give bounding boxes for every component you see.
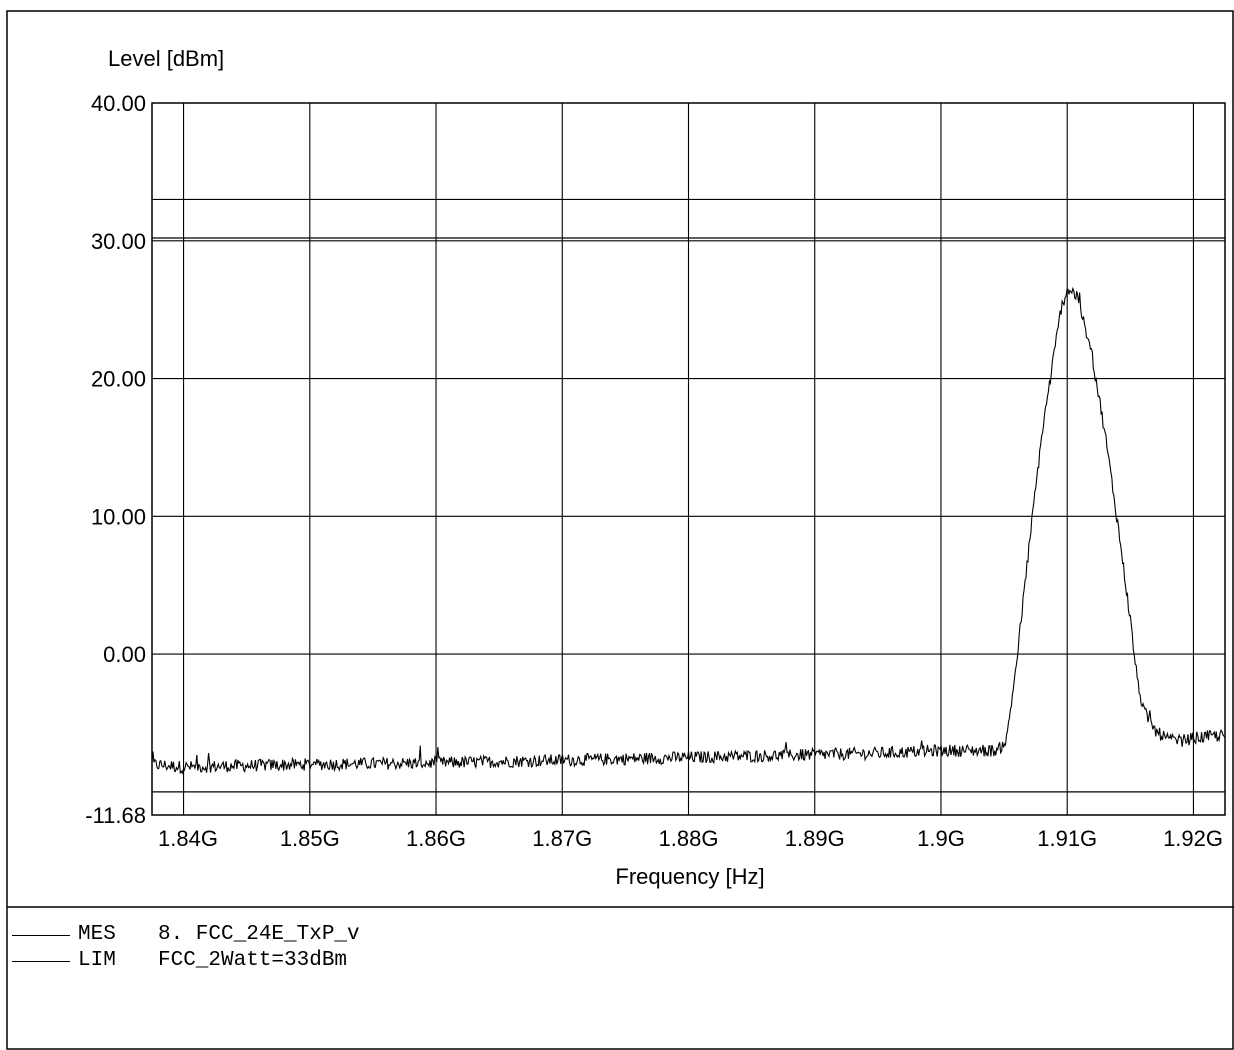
x-tick-label-4: 1.88G xyxy=(659,826,719,851)
legend-text-mes: 8. FCC_24E_TxP_v xyxy=(158,923,360,946)
legend-code-mes: MES xyxy=(78,923,116,946)
legend-entry-lim: LIM FCC_2Watt=33dBm xyxy=(12,948,360,974)
legend-line-lim xyxy=(12,960,70,962)
legend-entry-mes: MES 8. FCC_24E_TxP_v xyxy=(12,922,360,948)
y-tick-label-0: 40.00 xyxy=(91,91,146,116)
legend: MES 8. FCC_24E_TxP_v LIM FCC_2Watt=33dBm xyxy=(12,922,360,974)
y-tick-labels: 40.00 30.00 20.00 10.00 0.00 -11.68 xyxy=(85,91,146,828)
series-layer xyxy=(151,286,1226,775)
x-tick-label-3: 1.87G xyxy=(532,826,592,851)
y-tick-label-4: 0.00 xyxy=(103,642,146,667)
x-tick-label-0: 1.84G xyxy=(158,826,218,851)
page-border xyxy=(6,10,1234,1050)
x-tick-label-6: 1.9G xyxy=(917,826,965,851)
y-tick-label-2: 20.00 xyxy=(91,367,146,392)
x-tick-label-8: 1.92G xyxy=(1163,826,1223,851)
series-line-mes xyxy=(151,286,1226,775)
plot-area-border xyxy=(151,102,1226,816)
x-tick-label-7: 1.91G xyxy=(1037,826,1097,851)
y-tick-label-1: 30.00 xyxy=(91,229,146,254)
legend-line-mes xyxy=(12,934,70,936)
x-tick-label-1: 1.85G xyxy=(280,826,340,851)
legend-text-lim: FCC_2Watt=33dBm xyxy=(158,949,348,972)
legend-code-lim: LIM xyxy=(78,949,116,972)
grid xyxy=(152,102,1225,816)
y-tick-label-5: -11.68 xyxy=(85,803,146,828)
y-tick-label-3: 10.00 xyxy=(91,504,146,529)
reference-lines xyxy=(152,198,1225,793)
x-tick-label-5: 1.89G xyxy=(785,826,845,851)
y-axis-label: Level [dBm] xyxy=(108,46,224,71)
x-tick-labels: 1.84G 1.85G 1.86G 1.87G 1.88G 1.89G 1.9G 1.91G 1… xyxy=(158,826,1223,851)
x-tick-label-2: 1.86G xyxy=(406,826,466,851)
x-axis-label: Frequency [Hz] xyxy=(615,864,764,889)
